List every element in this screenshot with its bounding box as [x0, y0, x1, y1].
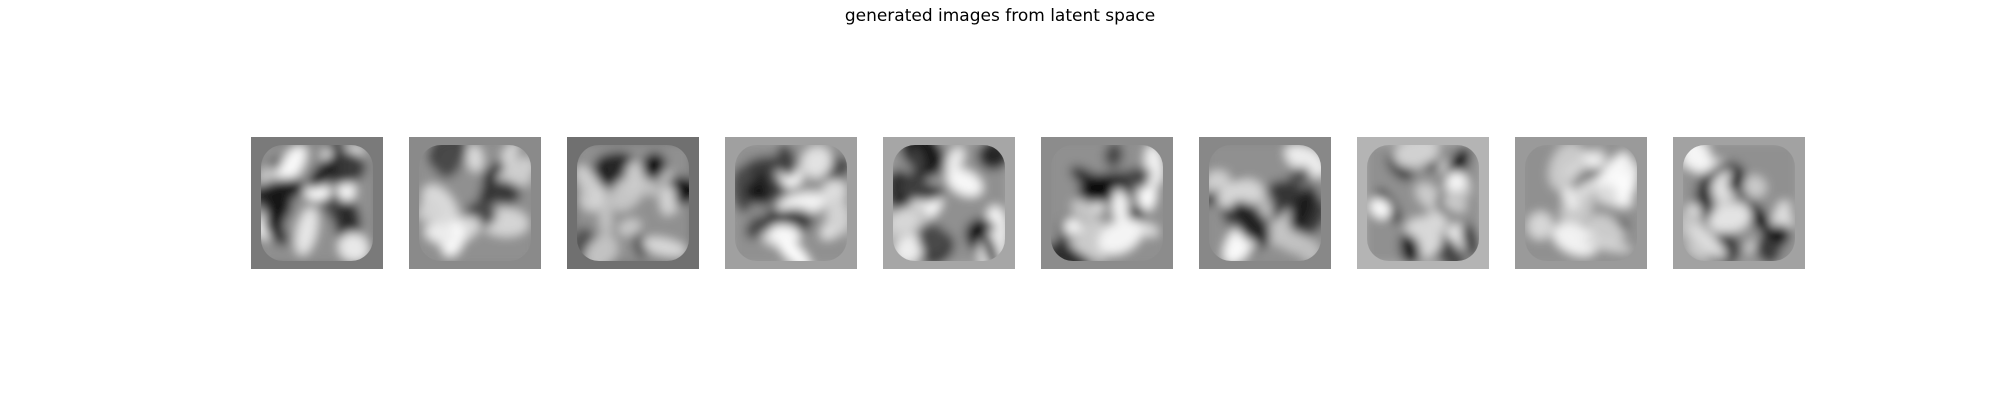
generated-image-graphic	[251, 137, 383, 269]
generated-image-graphic	[1515, 137, 1647, 269]
generated-image-graphic	[409, 137, 541, 269]
generated-image	[1357, 137, 1489, 269]
figure-title: generated images from latent space	[844, 6, 1156, 26]
generated-image	[1515, 137, 1647, 269]
generated-image-graphic	[1673, 137, 1805, 269]
generated-image	[725, 137, 857, 269]
generated-image	[251, 137, 383, 269]
generated-image-graphic	[1199, 137, 1331, 269]
generated-image	[567, 137, 699, 269]
generated-image-graphic	[883, 137, 1015, 269]
generated-image	[1041, 137, 1173, 269]
generated-image-graphic	[1041, 137, 1173, 269]
generated-image	[1199, 137, 1331, 269]
generated-image	[883, 137, 1015, 269]
generated-image	[1673, 137, 1805, 269]
generated-image-graphic	[1357, 137, 1489, 269]
generated-image-graphic	[567, 137, 699, 269]
generated-image	[409, 137, 541, 269]
generated-image-graphic	[725, 137, 857, 269]
